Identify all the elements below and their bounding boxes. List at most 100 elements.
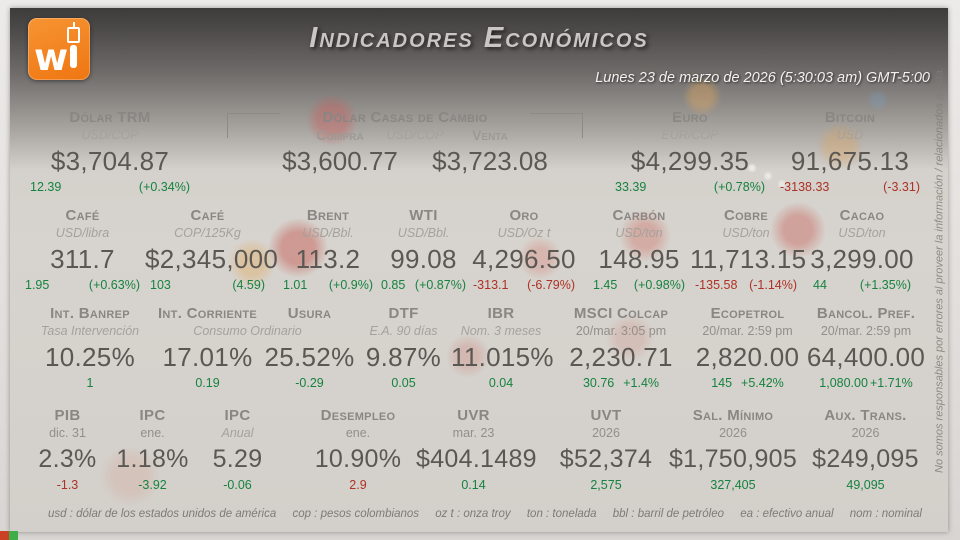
bracket-right-decoration [530,113,583,138]
indicator-value: $1,750,905 [668,445,798,473]
candlestick-icon [67,27,80,43]
indicator-unit: USD/libra [55,226,110,240]
indicator-sub: 2026 [592,426,620,440]
indicator-brent: Brent USD/Bbl. 113.2 1.01 (+0.9%) [278,206,378,294]
indicator-value: 2,230.71 [569,342,673,372]
glossary-item: ton : tonelada [526,508,597,520]
indicator-value: 3,299.00 [810,244,914,274]
indicator-change: 1.45 (+0.98%) [593,278,685,292]
indicator-label: Café [190,207,225,224]
page-title: Indicadores Económicos [309,22,649,54]
indicator-change: 103 (4.59) [150,278,265,292]
glossary-item: usd : dólar de los estados unidos de amé… [48,508,277,520]
indicator-label: IBR [487,305,515,322]
row-rates-stocks: Consumo Ordinario Int. Banrep Tasa Inter… [10,304,930,400]
indicator-sub: 2026 [851,426,880,440]
indicator-change: 44 (+1.35%) [813,278,911,292]
logo-letter: w [34,36,69,79]
indicator-label: Aux. Trans. [824,407,907,424]
indicator-value: 64,400.00 [806,342,926,372]
indicator-label: Int. Corriente [157,305,258,322]
indicator-change: -0.06 [223,478,252,492]
indicator-ipc-mensual: IPC ene. 1.18% -3.92 [110,406,195,494]
indicator-uvt: UVT 2026 $52,374 2,575 [556,406,656,494]
indicator-timestamp: 20/mar. 2:59 pm [702,324,793,338]
indicator-dolar-casas-de-cambio: Dólar Casas de Cambio Compra USD/COP Ven… [225,108,585,179]
indicator-value: 1.18% [116,445,189,473]
indicator-value: 10.25% [45,342,135,372]
indicator-label: Carbón [612,207,666,224]
indicator-cafe-usd: Café USD/libra 311.7 1.95 (+0.63%) [20,206,145,294]
indicator-sub [150,323,265,339]
indicator-change: 1.01 (+0.9%) [283,278,373,292]
indicator-sub: mar. 23 [452,426,495,440]
indicator-change: 1,080.00 +1.71% [819,376,913,390]
indicator-label: Ecopetrol [710,305,785,322]
indicator-value: 9.87% [365,342,442,372]
indicator-label: Brent [306,207,350,224]
candlestick-wick [73,22,75,27]
indicator-change: 30.76 +1.4% [582,376,660,390]
indicator-sub [262,323,357,339]
indicator-unit: USD/Bbl. [302,226,354,240]
indicator-auxilio-transporte: Aux. Trans. 2026 $249,095 49,095 [808,406,923,494]
indicator-value: 148.95 [598,244,680,274]
indicator-value: $249,095 [812,445,919,473]
indicator-label: UVR [457,407,490,424]
indicator-euro: Euro EUR/COP $4,299.35 33.39 (+0.78%) [610,108,770,196]
indicator-label: Cacao [839,207,885,224]
indicator-value: 17.01% [162,342,253,372]
indicator-ecopetrol: Ecopetrol 20/mar. 2:59 pm 2,820.00 145 +5… [690,304,805,392]
indicator-label: DTF [388,305,419,322]
indicator-sub: Tasa Intervención [40,324,140,338]
indicator-bancolombia-pref: Bancol. Pref. 20/mar. 2:59 pm 64,400.00 … [806,304,926,392]
indicator-ipc-anual: IPC Anual 5.29 -0.06 [195,406,280,494]
indicator-unit: USD/Oz t [497,226,551,240]
indicator-unit: USD/Bbl. [397,226,450,240]
indicator-sub: ene. [345,426,371,440]
indicator-wti: WTI USD/Bbl. 99.08 0.85 (+0.87%) [376,206,471,294]
indicator-label: Sal. Mínimo [692,407,774,424]
indicator-value: $52,374 [559,445,653,473]
indicator-unit: EUR/COP [661,128,719,142]
buy-label: Compra [316,127,364,143]
indicator-change: 0.14 [461,478,486,492]
indicator-change: -135.58 (-1.14%) [695,278,797,292]
indicator-value: $3,704.87 [50,146,170,176]
indicator-label: Cobre [723,207,769,224]
indicator-value: 91,675.13 [790,146,910,176]
indicator-value: 11.015% [451,342,554,372]
bracket-left-decoration [227,113,280,138]
glossary-item: cop : pesos colombianos [292,508,420,520]
glossary-item: nom : nominal [849,508,922,520]
indicator-value: 2,820.00 [695,342,800,372]
indicator-int-corriente: Int. Corriente 17.01% 0.19 [150,304,265,392]
indicator-label: Desempleo [320,407,396,424]
indicator-value: 10.90% [314,445,402,473]
indicator-timestamp: 20/mar. 2:59 pm [820,324,912,338]
indicator-change: 0.19 [195,376,220,390]
sell-value: $3,723.08 [432,146,548,176]
indicator-unit: COP/125Kg [174,226,241,240]
indicator-carbon: Carbón USD/ton 148.95 1.45 (+0.98%) [588,206,690,294]
indicator-int-banrep: Int. Banrep Tasa Intervención 10.25% 1 [25,304,155,392]
datetime-display: Lunes 23 de marzo de 2026 (5:30:03 am) G… [595,70,930,86]
row-macro: PIB dic. 31 2.3% -1.3 IPC ene. 1.18% -3.… [10,406,930,502]
indicator-change: 2.9 [349,478,367,492]
indicator-msci-colcap: MSCI Colcap 20/mar. 3:05 pm 2,230.71 30.… [556,304,686,392]
indicator-sub: Anual [221,426,254,440]
indicator-change: 145 +5.42% [711,376,784,390]
indicator-unit: USD/COP [81,128,139,142]
glossary-item: bbl : barril de petróleo [612,508,724,520]
glossary-footer: usd : dólar de los estados unidos de amé… [48,508,922,520]
shared-subtitle: Consumo Ordinario [193,324,302,338]
indicator-sub: 2026 [719,426,747,440]
glossary-item: ea : efectivo anual [740,508,834,520]
indicator-change: -0.29 [295,376,324,390]
sell-label: Venta [472,127,508,143]
indicator-desempleo: Desempleo ene. 10.90% 2.9 [303,406,413,494]
indicator-label: Euro [672,109,708,126]
indicator-value: 5.29 [212,445,263,473]
indicator-label: Dólar TRM [69,109,151,126]
indicator-label: IPC [139,407,166,424]
